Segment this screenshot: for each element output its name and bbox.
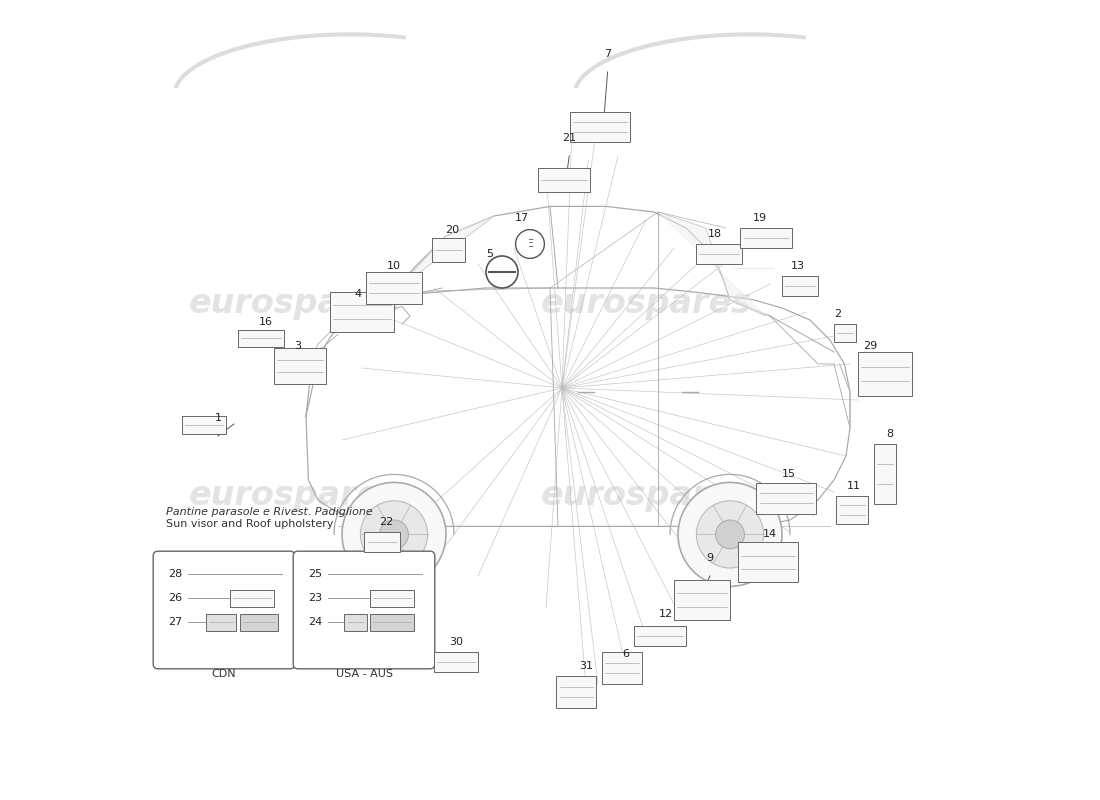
Text: ——————: ——————: [733, 265, 775, 271]
Text: 20: 20: [446, 226, 460, 235]
Text: 19: 19: [752, 214, 767, 223]
Bar: [366, 272, 422, 304]
Bar: [570, 112, 630, 142]
FancyBboxPatch shape: [153, 551, 295, 669]
Bar: [634, 626, 686, 646]
Bar: [206, 614, 236, 631]
Text: 11: 11: [847, 482, 861, 491]
Bar: [238, 330, 285, 347]
Bar: [344, 614, 366, 631]
Circle shape: [678, 482, 782, 586]
Text: 17: 17: [515, 214, 529, 223]
Polygon shape: [394, 216, 494, 292]
Text: 16: 16: [258, 318, 273, 327]
Text: Pantine parasole e Rivest. Padiglione: Pantine parasole e Rivest. Padiglione: [166, 507, 373, 517]
Circle shape: [696, 501, 763, 568]
Text: eurospares: eurospares: [540, 479, 751, 513]
Bar: [370, 590, 414, 607]
FancyBboxPatch shape: [294, 551, 434, 669]
Bar: [240, 614, 278, 631]
Circle shape: [716, 520, 745, 549]
Bar: [740, 228, 792, 248]
Bar: [836, 496, 868, 524]
Text: CDN: CDN: [211, 669, 236, 678]
Circle shape: [486, 256, 518, 288]
Text: 25: 25: [308, 570, 322, 579]
Text: 3: 3: [295, 342, 301, 351]
Bar: [370, 614, 414, 631]
Text: 13: 13: [791, 262, 805, 271]
Text: 4: 4: [354, 290, 362, 299]
Text: 14: 14: [763, 530, 777, 539]
Text: Sun visor and Roof upholstery: Sun visor and Roof upholstery: [166, 519, 333, 529]
Text: 12: 12: [659, 610, 673, 619]
Bar: [364, 532, 400, 552]
Circle shape: [379, 520, 408, 549]
Circle shape: [516, 230, 544, 258]
Bar: [330, 292, 394, 332]
Bar: [858, 352, 912, 396]
Text: 8: 8: [887, 430, 893, 439]
Text: Ξ: Ξ: [527, 239, 534, 249]
Text: 22: 22: [378, 518, 393, 527]
Text: 23: 23: [308, 594, 322, 603]
Bar: [738, 542, 798, 582]
Text: 28: 28: [168, 570, 183, 579]
Text: USA - AUS: USA - AUS: [336, 669, 393, 678]
Bar: [695, 244, 743, 264]
Bar: [874, 444, 896, 504]
Bar: [782, 276, 818, 296]
Text: 10: 10: [387, 262, 402, 271]
Text: 29: 29: [862, 342, 877, 351]
Text: 27: 27: [168, 618, 183, 627]
Bar: [182, 416, 225, 434]
Bar: [674, 580, 730, 620]
Bar: [431, 238, 465, 262]
Bar: [602, 652, 642, 684]
Text: 5: 5: [486, 250, 494, 259]
Bar: [538, 168, 590, 192]
Text: 31: 31: [579, 662, 593, 671]
Polygon shape: [658, 212, 766, 316]
Bar: [834, 324, 857, 342]
Text: eurospares: eurospares: [188, 479, 399, 513]
Text: eurospares: eurospares: [188, 287, 399, 321]
Text: 15: 15: [781, 470, 795, 479]
Circle shape: [361, 501, 428, 568]
Text: eurospares: eurospares: [540, 287, 751, 321]
Bar: [274, 348, 326, 384]
Text: 9: 9: [706, 554, 714, 563]
Bar: [230, 590, 274, 607]
Circle shape: [342, 482, 446, 586]
Text: 2: 2: [835, 310, 842, 319]
Text: 24: 24: [308, 618, 322, 627]
Text: 30: 30: [450, 638, 463, 647]
Text: 26: 26: [168, 594, 183, 603]
Text: 18: 18: [707, 230, 722, 239]
Bar: [434, 652, 478, 672]
Bar: [557, 676, 596, 708]
Text: 21: 21: [562, 134, 576, 143]
Text: 1: 1: [214, 414, 221, 423]
Bar: [757, 483, 816, 514]
Text: 7: 7: [604, 50, 612, 59]
Text: 6: 6: [623, 650, 629, 659]
